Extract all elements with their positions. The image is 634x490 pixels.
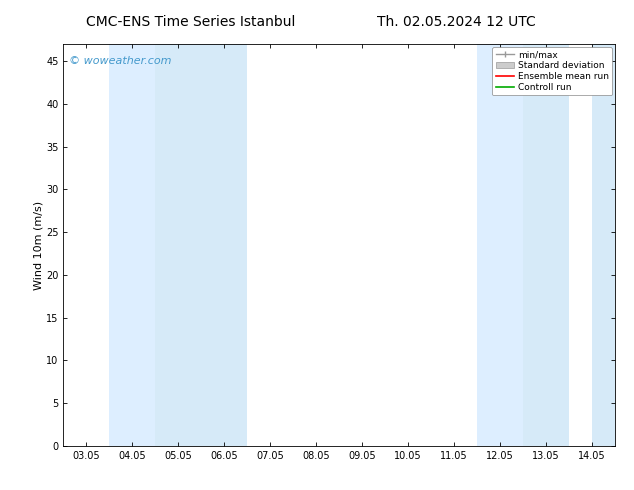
Bar <box>477 44 523 446</box>
Text: © woweather.com: © woweather.com <box>69 56 171 66</box>
Bar <box>592 44 615 446</box>
Bar <box>110 44 155 446</box>
Bar <box>523 44 569 446</box>
Text: Th. 02.05.2024 12 UTC: Th. 02.05.2024 12 UTC <box>377 15 536 29</box>
Y-axis label: Wind 10m (m/s): Wind 10m (m/s) <box>33 200 43 290</box>
Legend: min/max, Standard deviation, Ensemble mean run, Controll run: min/max, Standard deviation, Ensemble me… <box>493 47 612 96</box>
Text: CMC-ENS Time Series Istanbul: CMC-ENS Time Series Istanbul <box>86 15 295 29</box>
Bar <box>155 44 247 446</box>
